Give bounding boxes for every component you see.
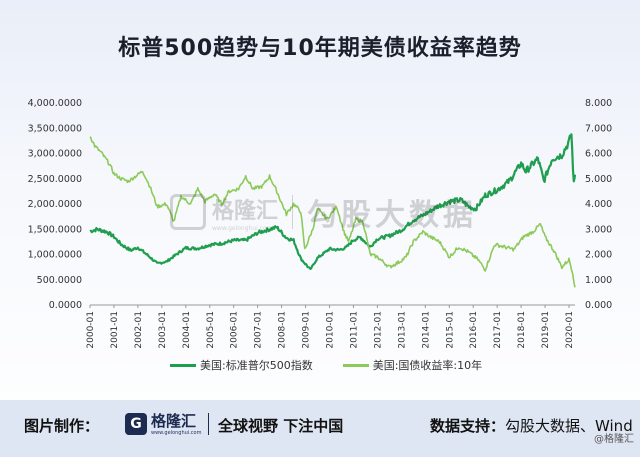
watermark-brand: 格隆汇 bbox=[212, 198, 279, 224]
right-axis-tick-label: 7.000 bbox=[585, 123, 612, 134]
right-axis-tick-label: 0.000 bbox=[585, 300, 612, 311]
x-axis-tick-label: 2007-01 bbox=[254, 311, 264, 349]
x-axis-tick-label: 2015-01 bbox=[445, 311, 455, 349]
x-axis-tick-label: 2011-01 bbox=[349, 311, 359, 349]
left-axis-tick-label: 1,000.0000 bbox=[28, 250, 82, 261]
footer-logo-icon: G bbox=[125, 412, 147, 435]
legend-label-sp500: 美国:标准普尔500指数 bbox=[200, 359, 313, 372]
legend-swatch-treasury bbox=[342, 363, 369, 367]
footer-made-by-label: 图片制作： bbox=[24, 417, 100, 435]
chart-title: 标普500趋势与10年期美债收益率趋势 bbox=[118, 36, 522, 61]
series-line-treasury bbox=[89, 136, 576, 288]
x-axis-tick-label: 2013-01 bbox=[397, 311, 407, 349]
footer-divider bbox=[208, 413, 209, 435]
x-axis-tick-label: 2004-01 bbox=[182, 311, 192, 349]
x-axis-tick-label: 2005-01 bbox=[206, 311, 216, 349]
legend-item-sp500: 美国:标准普尔500指数 bbox=[170, 357, 313, 373]
right-axis-tick-label: 8.000 bbox=[585, 98, 612, 109]
right-axis-tick-label: 1.000 bbox=[585, 275, 612, 286]
right-axis-tick-label: 6.000 bbox=[585, 149, 612, 160]
x-axis-tick-label: 2016-01 bbox=[469, 311, 479, 349]
left-axis-tick-label: 500.0000 bbox=[37, 275, 82, 286]
watermark-product: 勾股大数据 bbox=[307, 198, 478, 233]
right-axis-tick-label: 4.000 bbox=[585, 199, 612, 210]
right-axis-tick-label: 2.000 bbox=[585, 250, 612, 261]
x-axis-tick-label: 2006-01 bbox=[230, 311, 240, 349]
watermark-divider bbox=[292, 195, 294, 229]
x-axis-tick-label: 2010-01 bbox=[326, 311, 336, 349]
legend-item-treasury: 美国:国债收益率:10年 bbox=[342, 357, 483, 373]
footer-data-source: 数据支持：勾股大数据、Wind bbox=[430, 415, 633, 436]
left-axis-tick-label: 0.0000 bbox=[49, 300, 82, 311]
x-axis-tick-label: 2003-01 bbox=[158, 311, 168, 349]
x-axis-tick-label: 2001-01 bbox=[110, 311, 120, 349]
x-axis-tick-label: 2017-01 bbox=[493, 311, 503, 349]
right-axis-tick-label: 5.000 bbox=[585, 174, 612, 185]
x-axis-tick-label: 2020-01 bbox=[565, 311, 575, 349]
x-axis-tick-label: 2018-01 bbox=[517, 311, 527, 349]
x-axis-tick-label: 2012-01 bbox=[373, 311, 383, 349]
left-axis-tick-label: 1,500.0000 bbox=[28, 224, 82, 235]
footer-slogan: 全球视野 下注中国 bbox=[218, 417, 344, 435]
x-axis-tick-label: 2002-01 bbox=[134, 311, 144, 349]
footer: 图片制作： G 格隆汇 www.gelonghui.com 全球视野 下注中国 … bbox=[0, 400, 640, 457]
legend-swatch-sp500 bbox=[170, 363, 196, 367]
footer-logo-sub: www.gelonghui.com bbox=[151, 430, 202, 436]
watermark: 格隆汇 www.gelonghui.com 勾股大数据 bbox=[170, 190, 477, 234]
x-axis-tick-label: 2009-01 bbox=[302, 311, 312, 349]
chart: 0.0000 500.0000 1,000.0000 1,500.0000 2,000.… bbox=[28, 98, 613, 349]
footer-logo: G 格隆汇 www.gelonghui.com bbox=[125, 411, 201, 436]
footer-credit: @格隆汇 bbox=[594, 434, 634, 445]
left-axis-tick-label: 4,000.0000 bbox=[28, 98, 82, 109]
footer-logo-text: 格隆汇 bbox=[151, 412, 197, 430]
watermark-brand-sub: www.gelonghui.com bbox=[212, 224, 273, 232]
left-axis-tick-label: 2,000.0000 bbox=[28, 199, 82, 210]
series-line-sp500 bbox=[89, 133, 577, 270]
x-axis-tick-label: 2000-01 bbox=[86, 311, 96, 349]
legend: 美国:标准普尔500指数 美国:国债收益率:10年 bbox=[170, 357, 482, 373]
left-axis-tick-label: 3,500.0000 bbox=[28, 123, 82, 134]
footer-data-source-label: 数据支持： bbox=[430, 417, 506, 435]
watermark-logo-icon bbox=[170, 194, 206, 230]
footer-data-source-value: 勾股大数据、Wind bbox=[505, 417, 633, 435]
x-axis-tick-label: 2019-01 bbox=[541, 311, 551, 349]
left-axis-tick-label: 2,500.0000 bbox=[28, 174, 82, 185]
right-axis-tick-label: 3.000 bbox=[585, 224, 612, 235]
left-axis-tick-label: 3,000.0000 bbox=[28, 149, 82, 160]
legend-label-treasury: 美国:国债收益率:10年 bbox=[372, 359, 483, 372]
x-axis-tick-label: 2014-01 bbox=[421, 311, 431, 349]
x-axis-tick-label: 2008-01 bbox=[278, 311, 288, 349]
